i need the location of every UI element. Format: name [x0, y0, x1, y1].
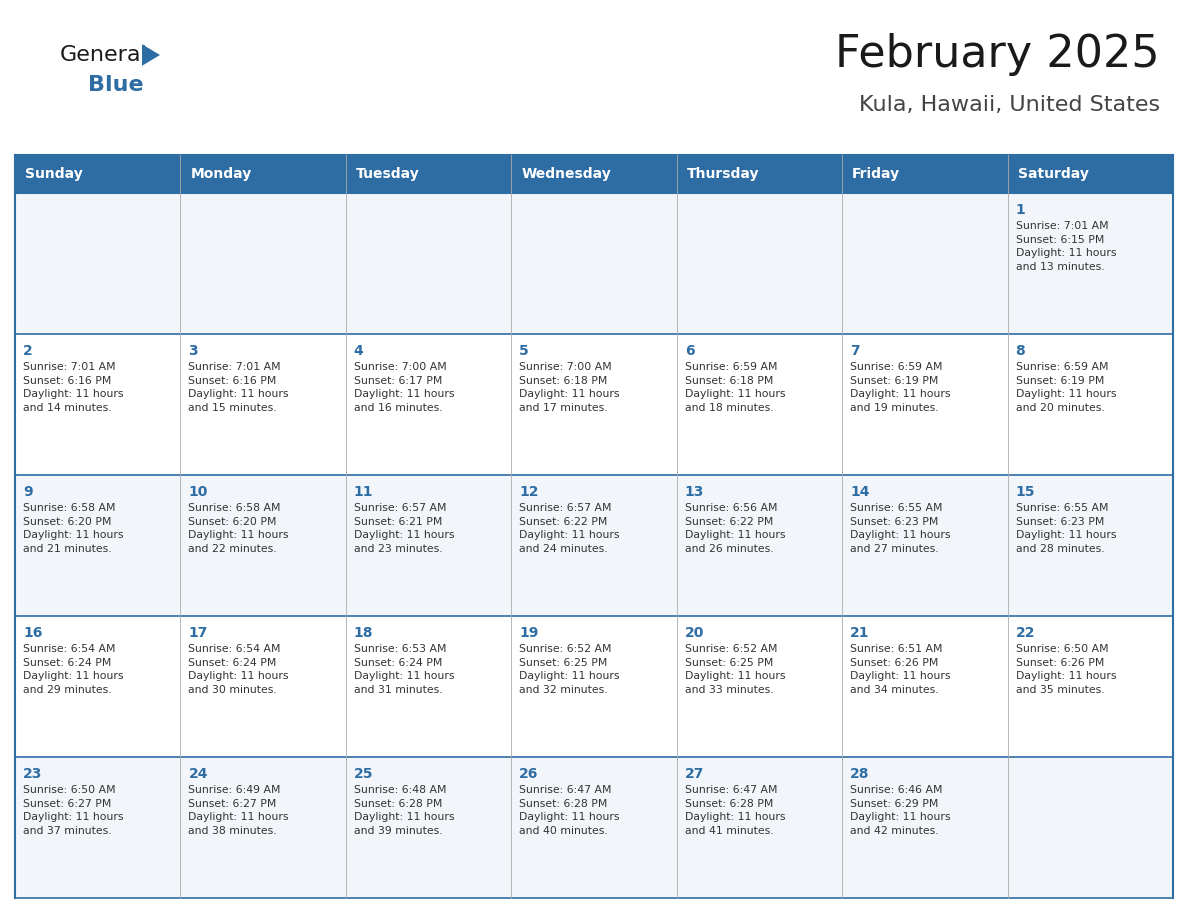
Text: Thursday: Thursday: [687, 167, 759, 181]
Bar: [15, 475, 1173, 616]
Text: 5: 5: [519, 344, 529, 358]
Text: Sunrise: 6:50 AM
Sunset: 6:26 PM
Daylight: 11 hours
and 35 minutes.: Sunrise: 6:50 AM Sunset: 6:26 PM Dayligh…: [1016, 644, 1116, 695]
Text: Sunrise: 6:57 AM
Sunset: 6:21 PM
Daylight: 11 hours
and 23 minutes.: Sunrise: 6:57 AM Sunset: 6:21 PM Dayligh…: [354, 503, 454, 554]
Text: Sunrise: 6:57 AM
Sunset: 6:22 PM
Daylight: 11 hours
and 24 minutes.: Sunrise: 6:57 AM Sunset: 6:22 PM Dayligh…: [519, 503, 620, 554]
Text: Sunrise: 6:55 AM
Sunset: 6:23 PM
Daylight: 11 hours
and 28 minutes.: Sunrise: 6:55 AM Sunset: 6:23 PM Dayligh…: [1016, 503, 1116, 554]
Text: Sunrise: 6:58 AM
Sunset: 6:20 PM
Daylight: 11 hours
and 22 minutes.: Sunrise: 6:58 AM Sunset: 6:20 PM Dayligh…: [189, 503, 289, 554]
Text: Sunrise: 7:01 AM
Sunset: 6:16 PM
Daylight: 11 hours
and 15 minutes.: Sunrise: 7:01 AM Sunset: 6:16 PM Dayligh…: [189, 362, 289, 413]
Bar: [15, 334, 1173, 475]
Text: 3: 3: [189, 344, 198, 358]
Text: Sunrise: 6:52 AM
Sunset: 6:25 PM
Daylight: 11 hours
and 33 minutes.: Sunrise: 6:52 AM Sunset: 6:25 PM Dayligh…: [684, 644, 785, 695]
Text: 13: 13: [684, 485, 704, 499]
Text: Sunrise: 6:58 AM
Sunset: 6:20 PM
Daylight: 11 hours
and 21 minutes.: Sunrise: 6:58 AM Sunset: 6:20 PM Dayligh…: [23, 503, 124, 554]
Bar: [15, 616, 1173, 757]
Text: 9: 9: [23, 485, 32, 499]
Text: 16: 16: [23, 626, 43, 640]
Bar: [15, 193, 1173, 334]
Text: Sunrise: 6:54 AM
Sunset: 6:24 PM
Daylight: 11 hours
and 30 minutes.: Sunrise: 6:54 AM Sunset: 6:24 PM Dayligh…: [189, 644, 289, 695]
Text: 19: 19: [519, 626, 538, 640]
Text: 20: 20: [684, 626, 704, 640]
Text: Sunrise: 6:59 AM
Sunset: 6:18 PM
Daylight: 11 hours
and 18 minutes.: Sunrise: 6:59 AM Sunset: 6:18 PM Dayligh…: [684, 362, 785, 413]
Bar: [15, 757, 1173, 898]
Text: Sunrise: 6:54 AM
Sunset: 6:24 PM
Daylight: 11 hours
and 29 minutes.: Sunrise: 6:54 AM Sunset: 6:24 PM Dayligh…: [23, 644, 124, 695]
Text: 24: 24: [189, 767, 208, 781]
Text: 18: 18: [354, 626, 373, 640]
Text: 14: 14: [851, 485, 870, 499]
Text: Sunrise: 6:50 AM
Sunset: 6:27 PM
Daylight: 11 hours
and 37 minutes.: Sunrise: 6:50 AM Sunset: 6:27 PM Dayligh…: [23, 785, 124, 835]
Text: Sunrise: 6:47 AM
Sunset: 6:28 PM
Daylight: 11 hours
and 41 minutes.: Sunrise: 6:47 AM Sunset: 6:28 PM Dayligh…: [684, 785, 785, 835]
Text: Sunrise: 7:00 AM
Sunset: 6:18 PM
Daylight: 11 hours
and 17 minutes.: Sunrise: 7:00 AM Sunset: 6:18 PM Dayligh…: [519, 362, 620, 413]
Text: Friday: Friday: [852, 167, 901, 181]
Text: 10: 10: [189, 485, 208, 499]
Text: 2: 2: [23, 344, 33, 358]
Bar: [15, 155, 1173, 193]
Text: Sunrise: 6:48 AM
Sunset: 6:28 PM
Daylight: 11 hours
and 39 minutes.: Sunrise: 6:48 AM Sunset: 6:28 PM Dayligh…: [354, 785, 454, 835]
Text: Sunday: Sunday: [25, 167, 83, 181]
Text: 8: 8: [1016, 344, 1025, 358]
Text: 12: 12: [519, 485, 539, 499]
Text: 11: 11: [354, 485, 373, 499]
Text: Sunrise: 6:53 AM
Sunset: 6:24 PM
Daylight: 11 hours
and 31 minutes.: Sunrise: 6:53 AM Sunset: 6:24 PM Dayligh…: [354, 644, 454, 695]
Text: Monday: Monday: [190, 167, 252, 181]
Text: 17: 17: [189, 626, 208, 640]
Text: 21: 21: [851, 626, 870, 640]
Text: Sunrise: 6:47 AM
Sunset: 6:28 PM
Daylight: 11 hours
and 40 minutes.: Sunrise: 6:47 AM Sunset: 6:28 PM Dayligh…: [519, 785, 620, 835]
Text: 27: 27: [684, 767, 704, 781]
Text: 1: 1: [1016, 203, 1025, 217]
Text: 22: 22: [1016, 626, 1035, 640]
Text: Kula, Hawaii, United States: Kula, Hawaii, United States: [859, 95, 1159, 115]
Text: Tuesday: Tuesday: [356, 167, 419, 181]
Text: Sunrise: 6:51 AM
Sunset: 6:26 PM
Daylight: 11 hours
and 34 minutes.: Sunrise: 6:51 AM Sunset: 6:26 PM Dayligh…: [851, 644, 950, 695]
Text: Sunrise: 6:59 AM
Sunset: 6:19 PM
Daylight: 11 hours
and 20 minutes.: Sunrise: 6:59 AM Sunset: 6:19 PM Dayligh…: [1016, 362, 1116, 413]
Text: Sunrise: 7:00 AM
Sunset: 6:17 PM
Daylight: 11 hours
and 16 minutes.: Sunrise: 7:00 AM Sunset: 6:17 PM Dayligh…: [354, 362, 454, 413]
Text: February 2025: February 2025: [835, 33, 1159, 76]
Text: Sunrise: 6:46 AM
Sunset: 6:29 PM
Daylight: 11 hours
and 42 minutes.: Sunrise: 6:46 AM Sunset: 6:29 PM Dayligh…: [851, 785, 950, 835]
Text: 7: 7: [851, 344, 860, 358]
Text: Sunrise: 6:55 AM
Sunset: 6:23 PM
Daylight: 11 hours
and 27 minutes.: Sunrise: 6:55 AM Sunset: 6:23 PM Dayligh…: [851, 503, 950, 554]
Text: Blue: Blue: [88, 75, 144, 95]
Text: 15: 15: [1016, 485, 1035, 499]
Text: Wednesday: Wednesday: [522, 167, 611, 181]
Text: 25: 25: [354, 767, 373, 781]
Text: Sunrise: 7:01 AM
Sunset: 6:15 PM
Daylight: 11 hours
and 13 minutes.: Sunrise: 7:01 AM Sunset: 6:15 PM Dayligh…: [1016, 221, 1116, 272]
Text: General: General: [61, 45, 147, 65]
Text: 26: 26: [519, 767, 538, 781]
Text: Sunrise: 6:52 AM
Sunset: 6:25 PM
Daylight: 11 hours
and 32 minutes.: Sunrise: 6:52 AM Sunset: 6:25 PM Dayligh…: [519, 644, 620, 695]
Text: Sunrise: 6:49 AM
Sunset: 6:27 PM
Daylight: 11 hours
and 38 minutes.: Sunrise: 6:49 AM Sunset: 6:27 PM Dayligh…: [189, 785, 289, 835]
Polygon shape: [143, 44, 160, 66]
Text: 6: 6: [684, 344, 694, 358]
Text: Saturday: Saturday: [1018, 167, 1088, 181]
Text: 4: 4: [354, 344, 364, 358]
Text: Sunrise: 6:56 AM
Sunset: 6:22 PM
Daylight: 11 hours
and 26 minutes.: Sunrise: 6:56 AM Sunset: 6:22 PM Dayligh…: [684, 503, 785, 554]
Text: 28: 28: [851, 767, 870, 781]
Text: Sunrise: 6:59 AM
Sunset: 6:19 PM
Daylight: 11 hours
and 19 minutes.: Sunrise: 6:59 AM Sunset: 6:19 PM Dayligh…: [851, 362, 950, 413]
Text: Sunrise: 7:01 AM
Sunset: 6:16 PM
Daylight: 11 hours
and 14 minutes.: Sunrise: 7:01 AM Sunset: 6:16 PM Dayligh…: [23, 362, 124, 413]
Text: 23: 23: [23, 767, 43, 781]
